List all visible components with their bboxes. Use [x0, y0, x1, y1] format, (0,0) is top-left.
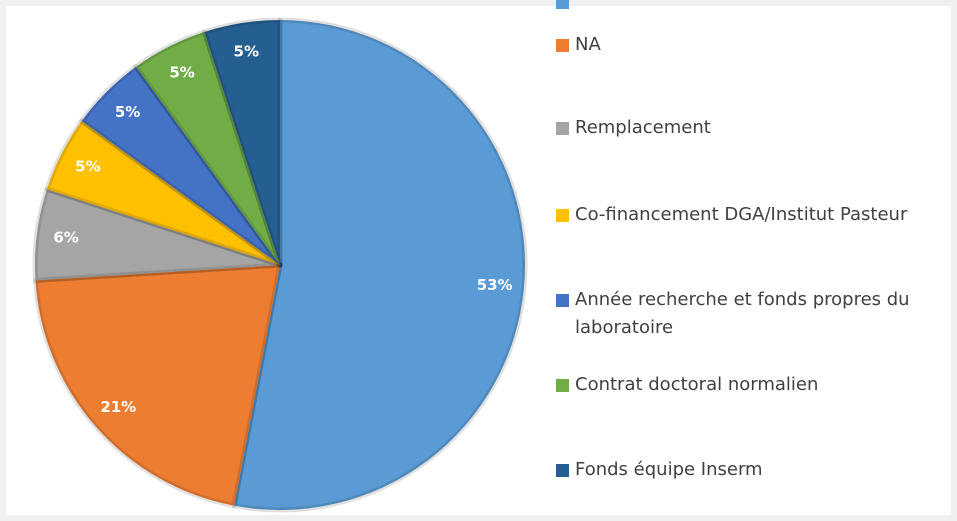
legend-label: Fonds équipe Inserm: [575, 459, 763, 480]
legend-entry: Fonds équipe Inserm: [556, 456, 951, 484]
legend-entry: Remplacement: [556, 114, 951, 142]
legend-label: Co-financement DGA/Institut Pasteur: [575, 204, 908, 225]
legend-label: Contrat doctoral normalien: [575, 374, 819, 395]
legend-swatch: [556, 122, 569, 135]
legend-swatch: [556, 379, 569, 392]
legend-entry: Co-financement DGA/Institut Pasteur: [556, 201, 951, 229]
pie-slice: [201, 17, 283, 268]
legend-entry: NA: [556, 31, 951, 59]
data-label: 53%: [477, 276, 513, 294]
legend-swatch: [556, 464, 569, 477]
legend-swatch: [556, 39, 569, 52]
legend-swatch: [556, 209, 569, 222]
legend-label: Année recherche et fonds propres du labo…: [575, 289, 910, 338]
pie-slice: [44, 118, 283, 268]
data-label: 6%: [53, 228, 78, 246]
legend-entry: Contrat doctoral normalien: [556, 371, 951, 399]
legend-swatch: [556, 294, 569, 307]
legend-label: NA: [575, 34, 601, 55]
data-label: 5%: [234, 43, 259, 61]
pie-slice: [231, 17, 528, 513]
pie-slice: [79, 64, 283, 268]
data-label: 21%: [100, 398, 136, 416]
legend-entry: Année recherche et fonds propres du labo…: [556, 286, 951, 342]
pie-slice: [32, 262, 283, 509]
data-label: 5%: [75, 158, 100, 176]
legend-swatch: [556, 0, 569, 9]
data-label: 5%: [115, 103, 140, 121]
data-label: 5%: [169, 63, 194, 81]
pie-slice: [133, 29, 283, 268]
legend-label: Remplacement: [575, 117, 711, 138]
pie-slice: [32, 186, 283, 283]
legend-entry: [556, 0, 951, 9]
